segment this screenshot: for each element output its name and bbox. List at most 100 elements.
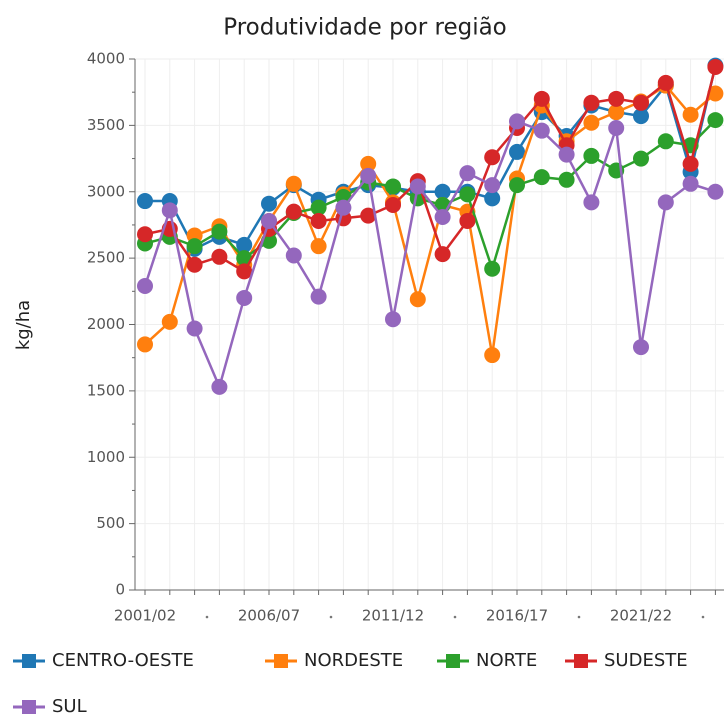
point — [161, 313, 178, 330]
chart-title: Produtividade por região — [223, 15, 507, 41]
legend-marker — [274, 654, 288, 668]
point — [707, 183, 724, 200]
x-tick-label: 2001/02 — [114, 607, 176, 625]
x-tick-label: 2011/12 — [362, 607, 424, 625]
point — [657, 194, 674, 211]
plot-area — [137, 57, 724, 395]
point — [608, 90, 625, 107]
point — [509, 177, 525, 194]
point — [409, 291, 426, 308]
point — [583, 114, 600, 131]
x-tick-label: 2006/07 — [238, 607, 300, 625]
point — [434, 208, 451, 225]
point — [211, 223, 228, 240]
separator-dot — [329, 615, 333, 619]
point — [310, 199, 327, 216]
legend-label: SUL — [52, 696, 87, 715]
point — [285, 175, 302, 192]
point — [186, 256, 203, 273]
x-tick-label: 2021/22 — [610, 607, 672, 625]
y-tick-label: 3500 — [87, 116, 125, 134]
point — [583, 194, 600, 211]
point — [385, 311, 401, 328]
point — [137, 336, 153, 353]
point — [558, 171, 575, 188]
point — [459, 212, 476, 229]
point — [682, 155, 699, 172]
point — [236, 236, 253, 253]
point — [707, 58, 724, 75]
point — [335, 199, 352, 216]
separator-dot — [205, 615, 209, 619]
y-tick-label: 2000 — [87, 315, 125, 333]
y-tick-label: 2500 — [87, 249, 125, 267]
legend-label: CENTRO-OESTE — [52, 650, 194, 671]
point — [657, 74, 674, 91]
point — [583, 94, 600, 111]
point — [657, 133, 674, 150]
point — [310, 212, 327, 229]
point — [533, 169, 550, 186]
point — [533, 90, 550, 107]
series-line — [143, 119, 716, 391]
point — [633, 94, 649, 111]
legend-marker — [446, 654, 460, 668]
point — [360, 167, 377, 184]
point — [608, 104, 625, 121]
y-tick-label: 1500 — [87, 381, 125, 399]
y-tick-label: 3000 — [87, 182, 125, 200]
point — [261, 195, 277, 212]
point — [633, 339, 649, 356]
y-tick-label: 4000 — [87, 50, 125, 68]
y-tick-label: 0 — [115, 581, 125, 599]
point — [509, 143, 525, 160]
legend-label: NORTE — [476, 650, 537, 671]
y-tick-label: 1000 — [87, 448, 125, 466]
point — [459, 186, 476, 203]
point — [583, 147, 600, 164]
point — [261, 212, 277, 229]
y-tick-label: 500 — [96, 514, 125, 532]
point — [682, 175, 699, 192]
separator-dot — [453, 615, 457, 619]
point — [236, 263, 253, 280]
point — [360, 207, 377, 224]
separator-dot — [577, 615, 581, 619]
point — [285, 203, 302, 220]
point — [310, 238, 327, 255]
point — [682, 106, 699, 123]
point — [310, 288, 327, 305]
legend-marker — [574, 654, 588, 668]
point — [633, 150, 649, 167]
point — [236, 289, 253, 306]
legend-label: SUDESTE — [604, 650, 688, 671]
y-axis-label: kg/ha — [13, 300, 34, 350]
point — [360, 155, 377, 172]
point — [285, 247, 302, 264]
x-tick-label: 2016/17 — [486, 607, 548, 625]
point — [186, 320, 203, 337]
point — [385, 178, 401, 195]
point — [707, 112, 724, 129]
point — [484, 260, 501, 277]
point — [186, 238, 203, 255]
point — [484, 177, 501, 194]
point — [509, 113, 525, 130]
legend-label: NORDESTE — [304, 650, 403, 671]
point — [484, 347, 501, 364]
point — [608, 120, 625, 137]
point — [385, 197, 401, 214]
point — [137, 193, 153, 210]
point — [434, 183, 451, 200]
point — [211, 378, 228, 395]
point — [434, 246, 451, 263]
point — [137, 226, 153, 243]
point — [558, 146, 575, 163]
point — [484, 149, 501, 166]
point — [707, 85, 724, 102]
point — [211, 248, 228, 265]
separator-dot — [701, 615, 705, 619]
point — [484, 190, 501, 207]
legend-marker — [22, 700, 36, 714]
